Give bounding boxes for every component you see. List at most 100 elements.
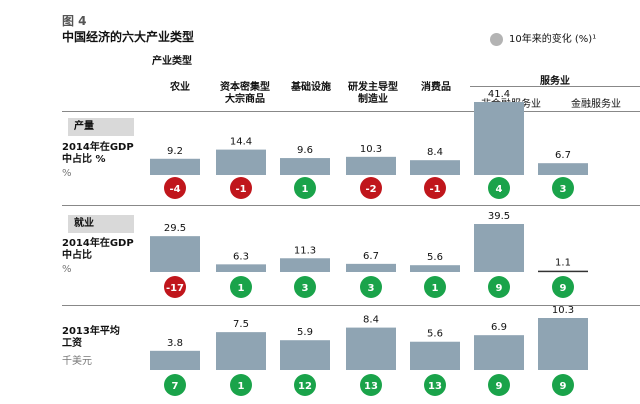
change-circle [294,276,316,298]
bar-value-label: 11.3 [294,245,316,256]
change-circle [552,177,574,199]
change-label: 12 [298,381,312,392]
row-label-line2: 工资 [62,338,82,349]
bar [474,224,524,272]
bar [346,263,396,272]
bar [474,335,524,370]
bar [410,160,460,175]
change-label: 4 [496,184,503,195]
change-circle [552,276,574,298]
row-label-line1: 2013年平均 [62,326,120,337]
change-label: -4 [169,184,180,195]
change-label: 1 [432,283,439,294]
change-label: -1 [429,184,440,195]
change-label: 1 [302,184,309,195]
column-header-manufacturing: 研发主导型 制造业 [340,82,406,106]
change-circle [164,374,186,396]
services-group-label: 服务业 [540,76,570,87]
row-divider [62,111,640,112]
bar [538,163,588,175]
bar-value-label: 41.4 [488,89,510,100]
bar [538,318,588,370]
change-label: 9 [496,283,503,294]
bar-value-label: 10.3 [552,305,574,316]
change-circle [230,177,252,199]
change-circle [164,177,186,199]
bar [346,327,396,370]
change-label: 9 [560,381,567,392]
bar [150,236,200,272]
chart-title: 中国经济的六大产业类型 [62,30,195,44]
column-header-infrastructure: 基础设施 [278,82,344,94]
change-circle [488,177,510,199]
bar-value-label: 6.9 [491,322,507,333]
row-label-wages: 2013年平均 工资 [62,326,120,350]
bar-value-label: 5.6 [427,252,443,263]
row-label-line2: 中占比 [62,250,92,261]
figure-label: 图 4 [62,14,87,28]
change-circle [230,374,252,396]
change-circle [488,276,510,298]
legend-label: 10年来的变化 (%)¹ [509,34,597,45]
column-header-consumer-goods: 消费品 [406,82,466,94]
row-label-line1: 2014年在GDP [62,238,134,249]
legend: 10年来的变化 (%)¹ [490,30,596,46]
change-label: 13 [364,381,378,392]
column-header-line1: 研发主导型 [348,82,398,93]
column-header-agriculture: 农业 [150,82,210,94]
change-circle [294,374,316,396]
bar [216,264,266,272]
row-unit-wages: 千美元 [62,356,92,367]
change-label: -1 [235,184,246,195]
column-header-line2: 消费品 [421,82,451,93]
bar-value-label: 1.1 [555,258,571,269]
change-circle [552,374,574,396]
bar-value-label: 8.4 [427,147,443,158]
change-circle [360,276,382,298]
bar-value-label: 3.8 [167,338,183,349]
bar [346,156,396,175]
bar [474,102,524,175]
change-circle [424,276,446,298]
change-label: 9 [496,381,503,392]
change-circle [230,276,252,298]
change-label: 1 [238,381,245,392]
bar-value-label: 6.7 [555,150,571,161]
bar-value-label: 6.7 [363,251,379,262]
row-badge-employment: 就业 [68,215,134,233]
bar [538,270,588,273]
change-label: 1 [238,283,245,294]
column-header-line1: 资本密集型 [220,82,270,93]
category-type-label: 产业类型 [152,56,192,67]
column-header-line2: 基础设施 [291,82,331,93]
row-label-employment: 2014年在GDP 中占比 [62,238,134,262]
change-circle [360,374,382,396]
change-label: -2 [365,184,376,195]
change-circle [164,276,186,298]
bar-value-label: 8.4 [363,315,379,326]
change-circle [488,374,510,396]
bar [410,341,460,370]
bar-value-label: 5.6 [427,329,443,340]
change-label: 7 [172,381,179,392]
change-circle [360,177,382,199]
column-header-line2: 大宗商品 [225,94,265,105]
bar [150,158,200,175]
bar-value-label: 14.4 [230,137,252,148]
change-label: 3 [302,283,309,294]
row-label-line1: 2014年在GDP [62,142,134,153]
change-label: 9 [560,283,567,294]
services-divider [470,86,640,87]
bar-value-label: 9.6 [297,145,313,156]
change-circle [294,177,316,199]
row-unit-employment: % [62,264,72,275]
bar [280,340,330,370]
bar [410,265,460,272]
column-header-commodities: 资本密集型 大宗商品 [212,82,278,106]
row-label-output: 2014年在GDP 中占比 % [62,142,134,166]
change-label: 3 [560,184,567,195]
column-header-line2: 农业 [170,82,190,93]
bar [280,258,330,272]
column-header-line2: 制造业 [358,94,388,105]
